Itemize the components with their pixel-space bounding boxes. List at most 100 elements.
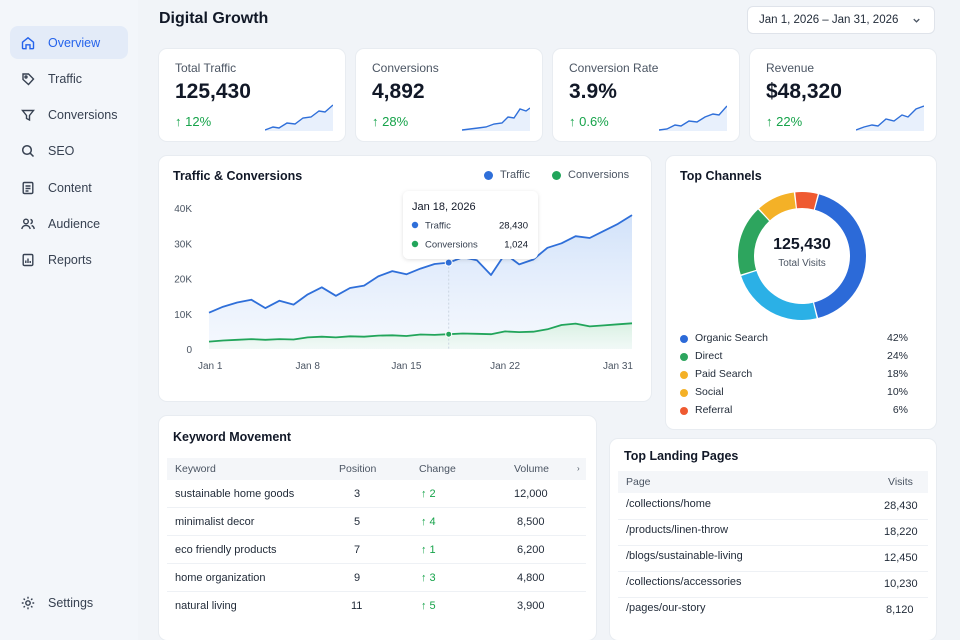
y-tick-label: 10K: [174, 310, 192, 321]
legend-dot: [680, 353, 688, 361]
table-row[interactable]: /pages/our-story 8,120: [618, 598, 928, 624]
keyword-cell: home organization: [175, 572, 266, 584]
tooltip-date: Jan 18, 2026: [412, 201, 476, 213]
keyword-cell: minimalist decor: [175, 516, 255, 528]
channel-row: Direct 24%: [678, 350, 908, 366]
legend-label: Conversions: [568, 169, 630, 181]
position-cell: 3: [354, 488, 361, 500]
channel-name: Organic Search: [695, 332, 768, 344]
table-row[interactable]: home organization 9 ↑ 3 4,800: [167, 564, 586, 592]
chevron-down-icon: [913, 18, 920, 23]
table-row[interactable]: minimalist decor 5 ↑ 4 8,500: [167, 508, 586, 536]
page-cell[interactable]: /collections/accessories: [626, 576, 742, 588]
table-row[interactable]: /blogs/sustainable-living 12,450: [618, 546, 928, 572]
conversions-line: [208, 322, 633, 343]
legend-item-conversions[interactable]: Conversions: [552, 169, 629, 181]
table-row[interactable]: /collections/home 28,430: [618, 494, 928, 520]
traffic-line: [208, 214, 633, 314]
donut-center-label: Total Visits: [778, 258, 826, 269]
column-header-visits[interactable]: Visits: [888, 476, 913, 488]
position-cell: 5: [354, 516, 361, 528]
sidebar-item-overview[interactable]: Overview: [10, 26, 128, 59]
channel-percent: 24%: [886, 350, 908, 362]
legend-label: Traffic: [500, 169, 530, 181]
legend-dot: [680, 335, 688, 343]
landing-table-header: Page Visits: [618, 471, 928, 493]
kpi-label: Conversions: [372, 61, 439, 75]
keyword-cell: sustainable home goods: [175, 488, 295, 500]
sidebar-item-label: Conversions: [48, 108, 118, 123]
page-cell[interactable]: /products/linen-throw: [626, 524, 729, 536]
y-tick-label: 20K: [174, 275, 192, 286]
column-header-position[interactable]: Position: [339, 463, 377, 475]
sidebar-item-conversions[interactable]: Conversions: [10, 99, 128, 132]
column-header-keyword[interactable]: Keyword: [175, 463, 216, 475]
channel-percent: 42%: [886, 332, 908, 344]
table-row[interactable]: natural living 11 ↑ 5 3,900: [167, 592, 586, 620]
column-header-change[interactable]: Change: [419, 463, 456, 475]
sidebar-item-traffic[interactable]: Traffic: [10, 62, 128, 95]
gear-icon: [20, 595, 36, 611]
donut-slice-paid-search[interactable]: [738, 209, 770, 275]
sidebar-item-label: Audience: [48, 216, 101, 231]
column-header-page[interactable]: Page: [626, 476, 651, 488]
y-tick-label: 40K: [174, 204, 192, 215]
table-row[interactable]: eco friendly products 7 ↑ 1 6,200: [167, 536, 586, 564]
document-icon: [20, 180, 36, 196]
table-row[interactable]: /collections/accessories 10,230: [618, 572, 928, 598]
legend-item-traffic[interactable]: Traffic: [484, 169, 530, 181]
sidebar-item-label: Traffic: [48, 71, 83, 86]
home-icon: [20, 35, 36, 51]
conversions-area: [209, 323, 632, 349]
tooltip-dot-conversions: [411, 240, 419, 248]
x-tick-label: Jan 1: [198, 361, 223, 372]
position-cell: 7: [354, 544, 361, 556]
table-row[interactable]: sustainable home goods 3 ↑ 2 12,000: [167, 480, 586, 508]
change-cell: ↑ 2: [421, 488, 436, 500]
visits-cell: 28,430: [884, 500, 918, 512]
visits-cell: 10,230: [884, 578, 918, 590]
kpi-card-total-traffic: Total Traffic 125,430 ↑ 12%: [159, 49, 345, 141]
sidebar-item-settings[interactable]: Settings: [10, 586, 128, 619]
page-cell[interactable]: /collections/home: [626, 498, 711, 510]
column-header-volume[interactable]: Volume: [514, 463, 550, 475]
scroll-right-arrow-icon[interactable]: ›: [577, 464, 580, 473]
legend-dot: [680, 389, 688, 397]
keyword-cell: eco friendly products: [175, 544, 277, 556]
sidebar-item-audience[interactable]: Audience: [10, 207, 128, 240]
table-row[interactable]: /products/linen-throw 18,220: [618, 520, 928, 546]
legend-dot: [680, 371, 688, 379]
donut-slice-organic-search[interactable]: [814, 194, 866, 318]
page-cell[interactable]: /blogs/sustainable-living: [626, 550, 743, 562]
change-cell: ↑ 4: [421, 516, 436, 528]
traffic-area: [209, 215, 632, 349]
legend-dot: [552, 170, 561, 180]
page-title: Digital Growth: [159, 10, 269, 27]
sparkline: [462, 107, 530, 131]
kpi-delta: ↑ 0.6%: [569, 114, 609, 129]
channels-title: Top Channels: [680, 169, 762, 183]
page-cell[interactable]: /pages/our-story: [626, 602, 706, 614]
donut-slice-social[interactable]: [759, 192, 796, 221]
sidebar-item-label: Settings: [48, 595, 94, 610]
channels-donut-chart[interactable]: [736, 190, 868, 322]
donut-slice-referral[interactable]: [795, 192, 818, 210]
donut-slice-direct[interactable]: [741, 270, 817, 320]
traffic-conversions-chart[interactable]: 0 10K 20K 30K 40K Jan 1 Jan 8 Jan 15 Jan 22 Jan 3…: [159, 156, 651, 401]
volume-cell: 6,200: [517, 544, 545, 556]
chart-title: Traffic & Conversions: [173, 169, 303, 183]
tooltip-traffic-value: 28,430: [499, 221, 528, 232]
kpi-card-conversions: Conversions 4,892 ↑ 28%: [356, 49, 542, 141]
date-range-picker[interactable]: Jan 1, 2026 – Jan 31, 2026: [747, 6, 935, 34]
sidebar-item-reports[interactable]: Reports: [10, 244, 128, 277]
channel-name: Referral: [695, 404, 733, 416]
search-icon: [20, 143, 36, 159]
chart-tooltip: Jan 18, 2026 Traffic 28,430 Conversions 1,02…: [403, 191, 538, 259]
keyword-movement-card: Keyword Movement Keyword Position Change…: [159, 416, 596, 640]
sidebar-item-seo[interactable]: SEO: [10, 135, 128, 168]
channel-row: Paid Search 18%: [678, 368, 908, 384]
sidebar-item-content[interactable]: Content: [10, 171, 128, 204]
sparkline: [659, 105, 727, 131]
volume-cell: 12,000: [514, 488, 548, 500]
volume-cell: 8,500: [517, 516, 545, 528]
